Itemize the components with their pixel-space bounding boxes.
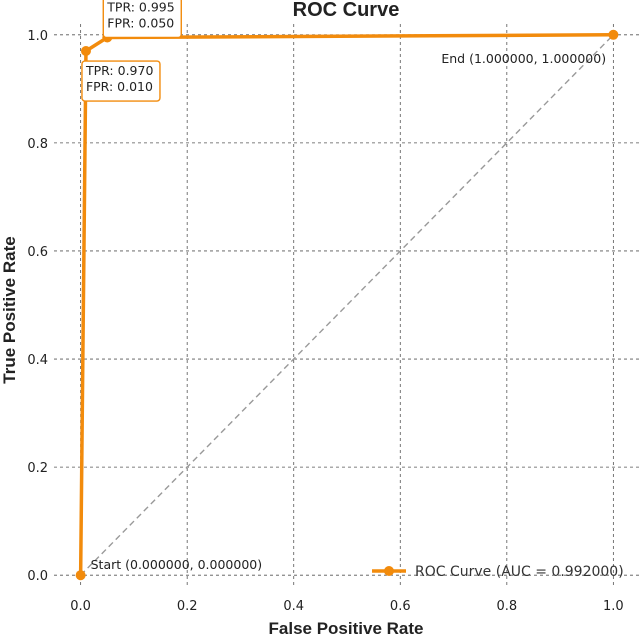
y-tick-label: 0.4 [27, 353, 48, 368]
x-tick-label: 1.0 [603, 599, 624, 614]
roc-series [75, 29, 619, 581]
y-tick-label: 0.0 [27, 569, 48, 584]
x-tick-label: 0.8 [496, 599, 517, 614]
y-axis-label: True Positive Rate [0, 236, 19, 383]
diagonal-reference-line [80, 34, 614, 576]
tick-labels: 0.0 0.2 0.4 0.6 0.8 1.0 0.0 0.2 0.4 0.6 0.8 1.0 [27, 29, 623, 614]
annotation-text: TPR: 0.995 [106, 0, 174, 15]
roc-point [80, 46, 91, 57]
annotation-text: FPR: 0.010 [86, 79, 153, 94]
annotation-3: Start (0.000000, 0.000000) [91, 557, 263, 572]
x-axis-label: False Positive Rate [269, 619, 424, 636]
annotation-2: End (1.000000, 1.000000) [441, 51, 606, 66]
grid [54, 24, 640, 586]
y-tick-label: 0.8 [27, 137, 48, 152]
x-tick-label: 0.4 [283, 599, 304, 614]
annotation-text: TPR: 0.970 [85, 63, 153, 78]
y-tick-label: 0.6 [27, 245, 48, 260]
y-tick-label: 0.2 [27, 461, 48, 476]
roc-point [608, 29, 619, 40]
legend-label: ROC Curve (AUC = 0.992000) [415, 564, 624, 580]
roc-point [75, 570, 86, 581]
roc-curve-line [78, 33, 616, 577]
annotation-text: Start (0.000000, 0.000000) [91, 557, 263, 572]
y-tick-label: 1.0 [27, 29, 48, 44]
annotation-text: FPR: 0.050 [107, 16, 174, 31]
annotation-box [81, 60, 161, 102]
x-tick-label: 0.6 [390, 599, 411, 614]
legend: ROC Curve (AUC = 0.992000) [372, 564, 624, 580]
annotation-box [102, 0, 182, 39]
diagonal-reference [80, 34, 614, 576]
legend-marker [384, 566, 394, 576]
chart-title: ROC Curve [293, 0, 400, 21]
annotation-text: End (1.000000, 1.000000) [441, 51, 606, 66]
x-tick-label: 0.2 [177, 599, 198, 614]
x-tick-label: 0.0 [70, 599, 91, 614]
